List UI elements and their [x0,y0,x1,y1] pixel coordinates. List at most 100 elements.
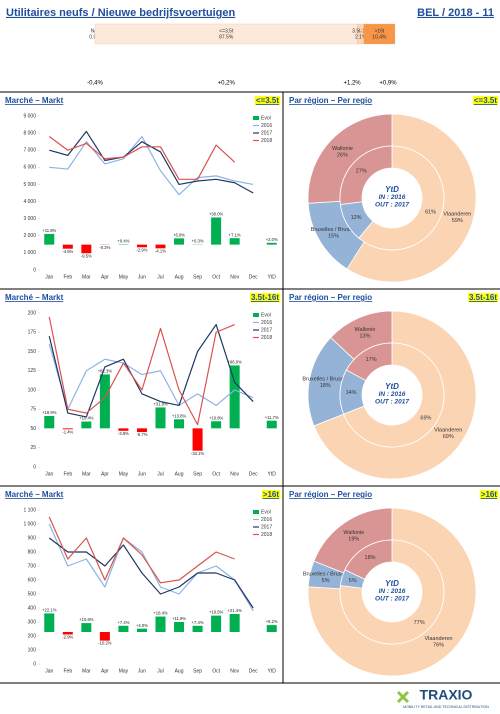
x-tick-label: May [119,471,129,477]
x-tick-label: Mar [82,471,91,477]
bar-label: +11.7% [265,415,279,420]
x-tick-label: Jun [138,668,146,674]
legend-label: Evol [261,115,271,121]
region-value: 59% [452,218,463,224]
segment-delta: -0,4% [87,81,103,87]
bar-label: +96.0% [227,360,242,365]
donut-slice [344,539,393,580]
section-badge: >16t [263,490,280,499]
x-tick-label: Sep [193,274,202,280]
segment-label: <=3,5t [219,28,234,34]
x-tick-label: Apr [101,274,109,280]
evol-bar [44,415,55,429]
legend-label: 2016 [261,517,272,523]
x-tick-label: Aug [175,668,184,674]
evol-bar [174,419,185,429]
y-tick-label: 700 [28,563,37,569]
evol-bar [229,614,240,633]
y-tick-label: 0 [33,464,36,470]
segment-label: >16t [374,28,384,34]
region-label: Vlaanderen [443,211,471,217]
y-tick-label: 0 [33,267,36,273]
x-tick-label: Oct [212,274,220,280]
donut-slice [339,539,445,645]
evol-bar [211,615,222,633]
x-tick-label: Jul [157,668,163,674]
donut-center-text: OUT : 2017 [375,202,409,209]
evol-bar [266,625,277,633]
x-tick-label: Dec [249,668,258,674]
x-tick-label: Jul [157,274,163,280]
legend-swatch [253,116,259,120]
x-tick-label: Jan [45,274,53,280]
x-tick-label: Mar [82,668,91,674]
y-tick-label: 9 000 [23,113,36,119]
y-tick-label: 500 [28,591,37,597]
y-tick-label: 150 [28,349,37,355]
donut-center-text: YtD [385,382,399,391]
donut-slice [358,145,445,251]
year-line [48,323,254,418]
bar-label: +11.9% [172,616,186,621]
x-tick-label: Sep [193,668,202,674]
y-tick-label: 1 100 [23,507,36,513]
y-tick-label: 900 [28,535,37,541]
y-tick-label: 4 000 [23,199,36,205]
y-tick-label: 8 000 [23,130,36,136]
year-line [48,516,235,584]
evol-bar [44,233,55,245]
region-value: 13% [359,334,370,340]
x-tick-label: Nov [230,274,239,280]
legend-swatch [253,313,259,317]
bar-label: +6.9% [173,232,185,237]
logo-tagline: MOBILITY RETAIL AND TECHNICAL DISTRIBUTI… [403,705,489,709]
legend-label: Evol [261,509,271,515]
region-value: 26% [337,152,348,158]
legend-label: 2016 [261,123,272,129]
bar-label: +2.0% [266,237,278,242]
evol-bar [229,365,240,429]
evol-bar [192,428,203,451]
x-tick-label: Nov [230,471,239,477]
donut-center-text: IN : 2016 [379,588,406,595]
page-code: BEL / 2018 - 11 [417,7,494,19]
section-badge: <=3.5t [256,96,279,105]
badge-highlight [467,293,499,303]
bar-label: +22.1% [42,608,57,613]
region-value: 76% [433,643,444,649]
evol-bar [266,242,277,245]
bar-label: -0.2% [99,245,110,250]
y-tick-label: 1 000 [23,521,36,527]
evol-bar [99,374,110,429]
evol-bar [99,632,110,641]
donut-center-text: IN : 2016 [379,391,406,398]
x-tick-label: Jun [138,471,146,477]
donut-center-text: YtD [385,579,399,588]
inner-value: 5% [349,578,357,584]
evol-bar [62,428,73,430]
year-line [49,135,254,196]
region-value: 69% [443,434,454,440]
region-label: Bruxelles / Brussel [303,572,349,578]
x-tick-label: May [119,668,129,674]
region-value: 19% [348,537,359,543]
donut-center-text: YtD [385,185,399,194]
y-tick-label: 125 [28,368,37,374]
segment-delta: +1,2% [343,81,361,87]
x-tick-label: Dec [249,471,258,477]
badge-highlight [254,96,281,106]
legend-label: 2017 [261,524,272,530]
x-tick-label: Jan [45,668,53,674]
x-tick-label: May [119,274,129,280]
segment-delta: +0,9% [379,81,397,87]
x-tick-label: Nov [230,668,239,674]
bar-label: +10.8% [209,415,224,420]
bar-label: -10.2% [98,641,112,646]
section-title: Marché – Markt [5,490,64,499]
inner-value: 12% [351,215,362,221]
evol-bar [81,244,92,254]
bar-label: +18.9% [42,410,57,415]
x-tick-label: Oct [212,668,220,674]
region-label: Wallonie [332,146,353,152]
evol-bar [81,421,92,429]
